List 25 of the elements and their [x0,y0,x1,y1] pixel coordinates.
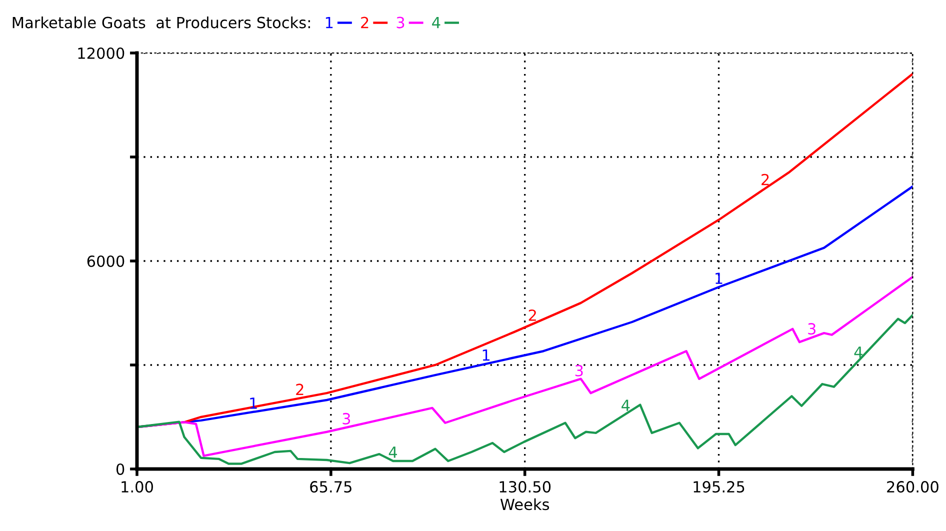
text: 3 [342,412,350,424]
x-tick-label: 130.50 [500,481,551,493]
legend-label: 4 [432,16,440,28]
text: 2 [296,384,304,396]
legend-label: 3 [396,16,404,28]
text: 1 [716,272,722,284]
text: 2 [528,309,536,321]
y-tick-label: 6000 [87,255,124,268]
x-tick-label: 260.00 [887,481,938,493]
y-tick-label: 12000 [78,47,124,60]
text: 2 [762,174,769,186]
text: 4 [622,400,630,411]
x-tick-label: 65.75 [310,481,352,493]
text: 3 [575,364,583,376]
y-tick-label: 0 [116,463,124,475]
legend-label: 2 [361,16,368,28]
legend-label: 1 [326,16,333,28]
text: 3 [808,323,816,335]
text: 4 [854,346,862,358]
text: 1 [482,349,490,361]
x-tick-label: 1.00 [122,481,153,493]
chart-title: Marketable Goats at Producers Stocks: [12,16,310,28]
x-tick-label: 195.25 [694,481,744,493]
x-axis-title: Weeks [500,498,549,510]
text: 4 [388,446,397,458]
